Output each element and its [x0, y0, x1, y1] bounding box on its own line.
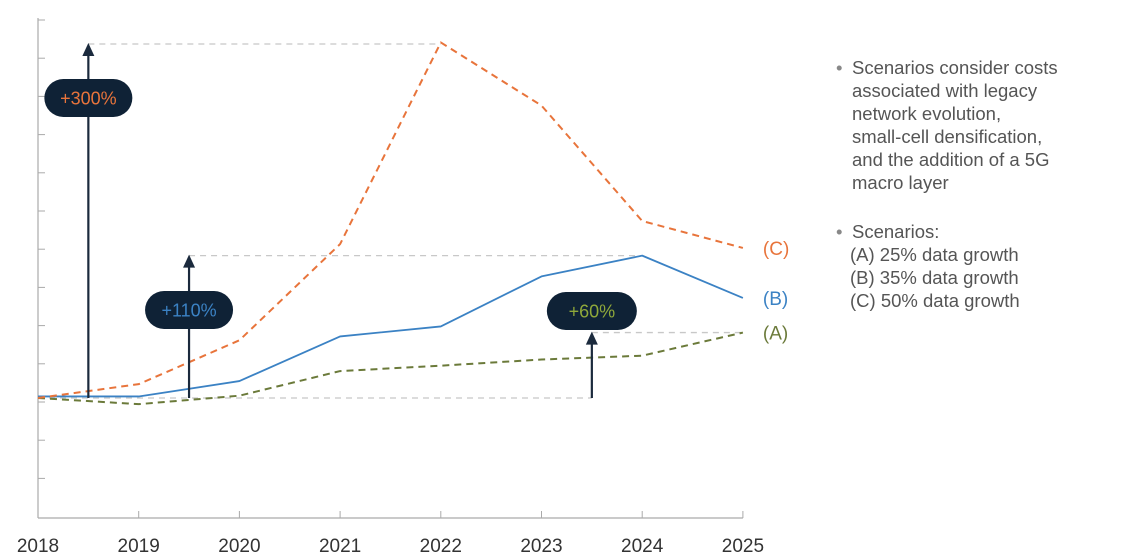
annotation-badge	[145, 291, 234, 329]
x-tick-label: 2018	[17, 536, 59, 556]
x-tick-label: 2025	[722, 536, 764, 556]
annotation-badge-label: +300%	[60, 89, 117, 109]
series-line-c	[37, 41, 744, 399]
label-layer: (A) (B) (C) +300% +110% +60%	[44, 79, 789, 345]
notes-panel: • Scenarios consider costs associated wi…	[836, 56, 1116, 338]
x-tick-label: 2024	[621, 536, 664, 556]
bullet-icon: •	[836, 221, 843, 242]
note-line: network evolution,	[852, 103, 1002, 124]
scenario-a-text: (A) 25% data growth	[850, 244, 1019, 265]
series-line-a	[37, 331, 744, 406]
annotation-badge-label: +60%	[569, 302, 616, 322]
note-line: and the addition of a 5G	[852, 149, 1050, 170]
x-tick-label: 2020	[218, 536, 260, 556]
bullet-icon: •	[836, 57, 843, 78]
annotation-badge-label: +110%	[161, 301, 216, 321]
x-tick-label: 2021	[319, 536, 361, 556]
annotation-badge	[44, 79, 133, 117]
x-tick-label: 2022	[420, 536, 462, 556]
note-line: small-cell densification,	[852, 126, 1043, 147]
x-tick-label: 2023	[520, 536, 562, 556]
note-line: Scenarios consider costs	[852, 57, 1058, 78]
note-scenarios: • Scenarios: (A) 25% data growth (B) 35%…	[836, 220, 1116, 312]
series-layer	[37, 41, 744, 406]
note-line: associated with legacy	[852, 80, 1038, 101]
series-label: (B)	[763, 289, 788, 310]
arrow-head	[82, 43, 95, 56]
axis-layer: 2018 2019 2020 2021 2022 2023 2024 2025	[17, 18, 764, 556]
series-label: (A)	[763, 324, 788, 345]
note-cost-scenarios: • Scenarios consider costs associated wi…	[836, 56, 1116, 194]
x-tick-label: 2019	[118, 536, 160, 556]
guide-lines	[38, 43, 743, 399]
line-chart: 2018 2019 2020 2021 2022 2023 2024 2025 (A)(B)(…	[17, 18, 789, 556]
arrow-head	[585, 331, 598, 345]
scenario-b-text: (B) 35% data growth	[850, 267, 1019, 288]
annotation-arrows	[82, 43, 598, 398]
annotation-badge	[546, 292, 637, 330]
arrow-head	[183, 254, 196, 268]
scenario-c-text: (C) 50% data growth	[850, 290, 1020, 311]
series-line-b	[38, 254, 744, 398]
note-heading: Scenarios:	[852, 221, 940, 242]
series-label: (C)	[763, 239, 789, 260]
note-line: macro layer	[852, 172, 949, 193]
